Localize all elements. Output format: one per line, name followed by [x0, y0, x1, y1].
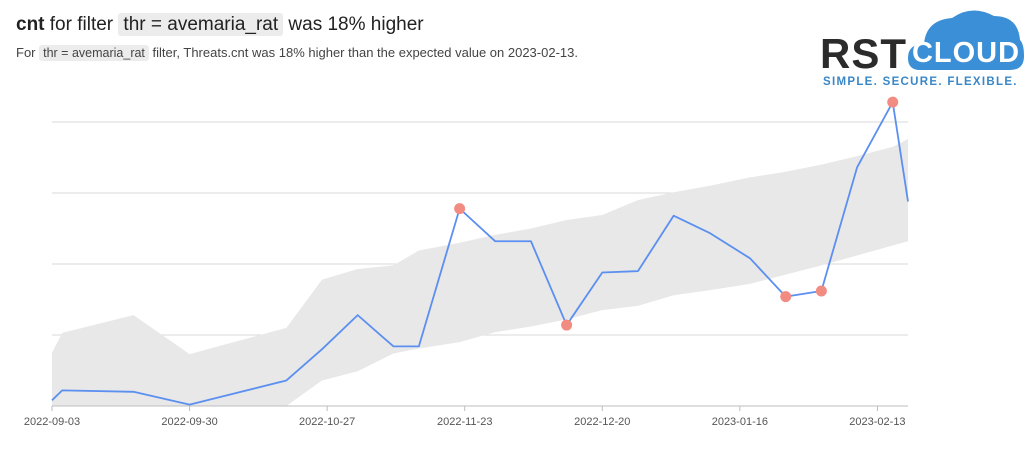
title-post: was 18% higher [288, 14, 424, 35]
logo-tagline: SIMPLE. SECURE. FLEXIBLE. [823, 76, 1018, 88]
x-axis-ticks: 2022-09-03 2022-09-30 2022-10-27 2022-11-23… [24, 406, 906, 428]
rst-cloud-logo: RST CLOUD SIMPLE. SECURE. FLEXIBLE. [812, 0, 1024, 100]
anomaly-point-4[interactable] [815, 285, 827, 297]
logo-word-cloud-layer: CLOUD [912, 37, 1020, 69]
anomaly-point-5[interactable] [887, 96, 899, 108]
title-pre: for filter [49, 14, 114, 35]
logo-word-rst: RST [820, 30, 907, 77]
x-tick-label-3: 2022-10-27 [299, 416, 355, 428]
anomaly-points [454, 96, 899, 331]
anomaly-point-2[interactable] [561, 319, 573, 331]
series-line [51, 101, 909, 406]
expected-range-band [52, 139, 908, 407]
anomaly-point-3[interactable] [780, 291, 792, 303]
logo-word-cloud: CLOUD [912, 37, 1020, 69]
x-tick-label-4: 2022-11-23 [437, 416, 492, 428]
cloud-icon [908, 10, 1024, 70]
subtitle-pre: For [16, 45, 36, 60]
anomaly-point-1[interactable] [454, 203, 466, 215]
chart-subtitle: For thr = avemaria_rat filter, Threats.c… [16, 45, 578, 61]
x-tick-label-5: 2022-12-20 [574, 416, 630, 428]
x-tick-label-6: 2023-01-16 [712, 416, 768, 428]
title-filter-chip: thr = avemaria_rat [118, 13, 284, 36]
x-tick-label-1: 2022-09-03 [24, 416, 80, 428]
subtitle-post: filter, Threats.cnt was 18% higher than … [152, 45, 578, 60]
subtitle-filter-chip: thr = avemaria_rat [39, 45, 149, 61]
chart-title: cnt for filter thr = avemaria_rat was 18… [16, 13, 424, 36]
x-tick-label-7: 2023-02-13 [849, 416, 905, 428]
title-metric: cnt [16, 14, 45, 35]
x-tick-label-2: 2022-09-30 [161, 416, 217, 428]
